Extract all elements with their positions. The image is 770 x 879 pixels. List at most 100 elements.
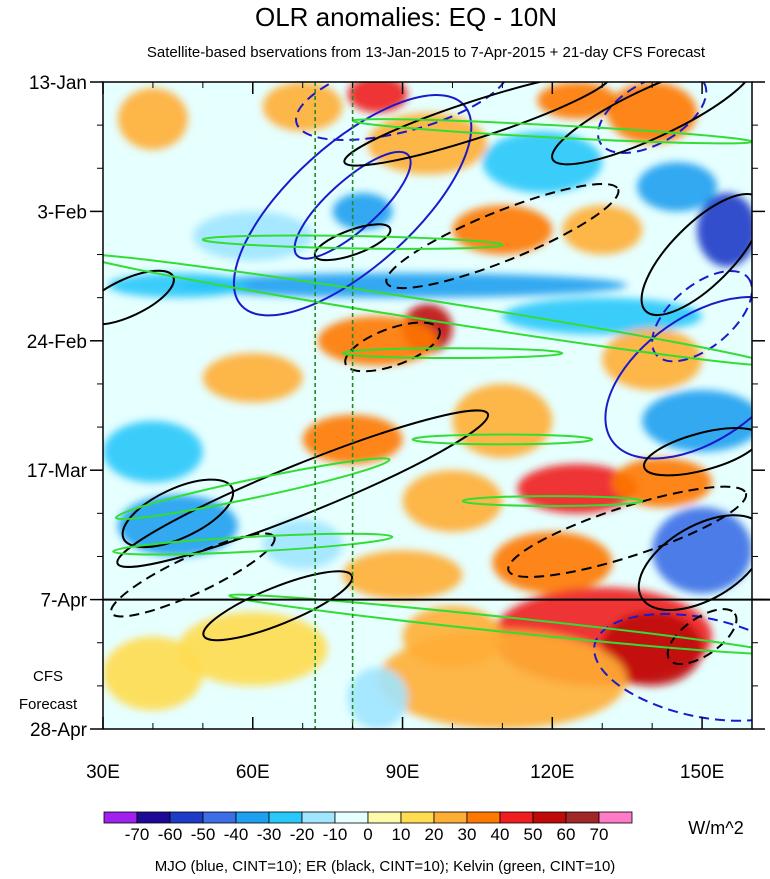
anomaly-blob-23 [103,420,203,483]
colorbar-swatch-15 [598,811,633,824]
anomaly-blob-4 [117,88,188,150]
anomaly-blob-24 [517,464,638,514]
anomaly-blob-15 [502,297,703,335]
colorbar-label: -10 [323,825,348,844]
colorbar-label: 70 [590,825,609,844]
anomaly-blob-31 [342,550,463,600]
colorbar-swatch-10 [433,811,468,824]
colorbar-swatch-5 [268,811,303,824]
colorbar-label: 40 [491,825,510,844]
colorbar-swatch-9 [400,811,435,824]
chart-subtitle: Satellite-based bservations from 13-Jan-… [147,44,706,61]
y-tick-label: 3-Feb [37,202,87,223]
contour-legend: MJO (blue, CINT=10); ER (black, CINT=10)… [155,858,616,875]
er-contour-15 [637,514,752,612]
colorbar-swatch-13 [532,811,567,824]
anomaly-blob-29 [652,507,752,594]
colorbar-swatch-6 [301,811,336,824]
anomaly-blob-37 [103,636,203,711]
anomaly-blob-28 [262,519,343,569]
anomaly-blob-7 [637,162,718,212]
x-tick-label: 90E [386,762,420,783]
colorbar-label: 50 [524,825,543,844]
kelvin-contour-26 [112,532,394,556]
colorbar-label: -50 [191,825,216,844]
anomaly-blob-17 [317,316,438,366]
forecast-label-line1: CFS [33,668,63,685]
colorbar-label: 30 [458,825,477,844]
anomaly-blob-11 [562,205,643,255]
plot-frame [102,81,753,730]
colorbar-label: -60 [158,825,183,844]
colorbar-swatch-2 [169,811,204,824]
kelvin-contour-27 [228,593,752,655]
y-axis: 13-Jan 3-Feb 24-Feb 17-Mar 7-Apr 28-Apr [27,73,765,741]
anomaly-blob-25 [612,457,713,508]
colorbar-label: -30 [257,825,282,844]
anomaly-blob-36 [347,667,408,729]
er-contour-12 [116,409,490,568]
x-tick-label: 30E [86,762,120,783]
kelvin-contour-29 [341,347,564,360]
er-contour-20 [110,532,276,618]
anomaly-blob-6 [482,131,603,193]
colorbar-units: W/m^2 [688,818,743,838]
forecast-label-line2: Forecast [19,696,78,713]
colorbar-label: -40 [224,825,249,844]
colorbar-swatch-8 [367,811,402,824]
x-tick-label: 60E [236,762,270,783]
colorbar-swatch-1 [136,811,171,824]
colorbar-swatch-0 [103,811,138,824]
y-tick-label: 7-Apr [41,591,88,612]
y-tick-label: 28-Apr [30,720,88,741]
colorbar-label: 20 [425,825,444,844]
colorbar-label: 60 [557,825,576,844]
colorbar-label: -70 [125,825,150,844]
er-contour-18 [344,321,441,373]
kelvin-contour-23 [103,253,752,367]
anomaly-blob-21 [452,383,553,458]
anomaly-blob-30 [492,531,613,594]
anomaly-blob-27 [117,494,238,557]
er-contour-16 [202,570,354,642]
er-contour-14 [643,427,752,477]
er-contour-9 [313,223,392,262]
colorbar-swatch-7 [334,811,369,824]
colorbar-label: 10 [392,825,411,844]
colorbar-swatch-12 [499,811,534,824]
x-axis: 30E 60E 90E 120E 150E [86,82,724,783]
y-tick-label: 17-Mar [27,461,88,482]
kelvin-contour-25 [115,457,391,521]
x-tick-label: 150E [680,762,724,783]
anomaly-blob-2 [607,82,698,144]
mjo-contour-6 [593,613,752,722]
colorbar-swatch-14 [565,811,600,824]
mjo-contour-3 [295,82,511,141]
er-contour-7 [343,82,612,167]
anomaly-blob-14 [107,273,248,298]
anomaly-blob-8 [697,192,752,267]
mjo-contour-4 [597,82,708,154]
colorbar: -70 -60 -50 -40 -30 -20 -10 0 10 20 30 40 50 60 70 [103,811,633,844]
anomaly-blob-38 [402,605,503,668]
colorbar-swatch-3 [202,811,237,824]
x-tick-label: 120E [530,762,574,783]
mjo-contour-0 [232,94,473,317]
anomaly-blob-18 [602,328,703,391]
anomaly-blob-35 [177,611,328,686]
kelvin-contour-28 [411,433,594,446]
anomaly-blob-3 [262,82,343,132]
anomaly-blob-26 [402,470,503,532]
plot-area [102,81,770,730]
y-tick-label: 13-Jan [29,73,87,94]
chart-title: OLR anomalies: EQ - 10N [255,2,557,32]
er-contour-8 [551,82,752,166]
colorbar-swatch-11 [466,811,501,824]
colorbar-label: -20 [290,825,315,844]
er-contour-19 [507,485,748,578]
y-tick-label: 24-Feb [27,332,87,353]
anomaly-blob-10 [452,205,553,255]
anomaly-blob-20 [642,390,752,452]
er-contour-13 [121,478,235,549]
